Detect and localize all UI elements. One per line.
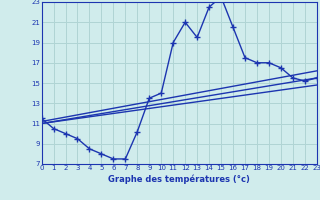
X-axis label: Graphe des températures (°c): Graphe des températures (°c) — [108, 174, 250, 184]
